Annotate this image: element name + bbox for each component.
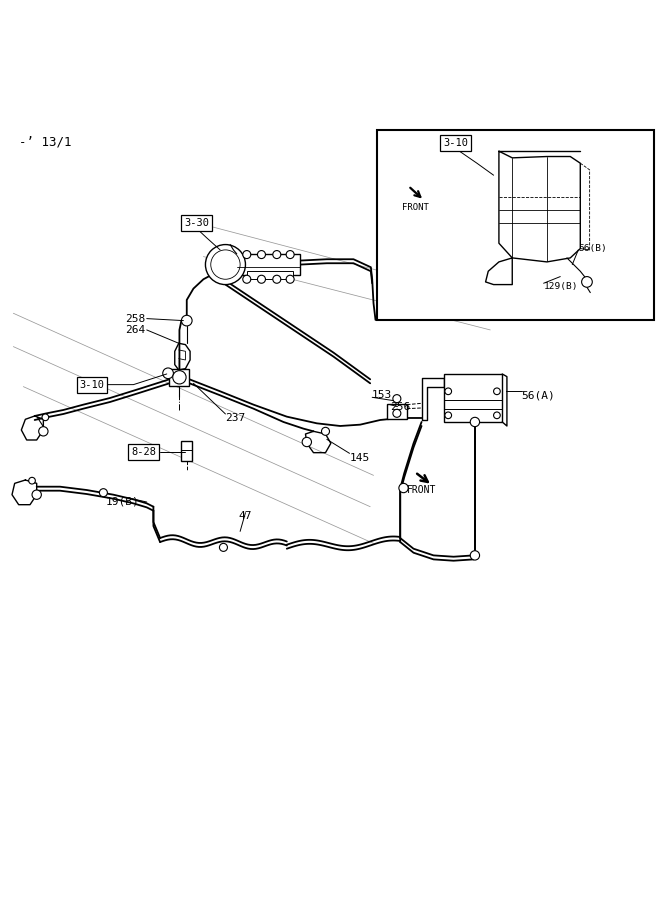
Circle shape — [582, 276, 592, 287]
Circle shape — [42, 414, 49, 420]
Circle shape — [302, 437, 311, 446]
Text: 256: 256 — [390, 401, 410, 411]
Circle shape — [445, 412, 452, 418]
Text: 237: 237 — [225, 413, 245, 423]
Circle shape — [470, 551, 480, 560]
Bar — [377, 130, 654, 320]
Circle shape — [243, 250, 251, 258]
Text: 129(B): 129(B) — [544, 282, 578, 291]
Circle shape — [393, 394, 401, 402]
Circle shape — [321, 428, 329, 436]
Circle shape — [173, 371, 186, 384]
Circle shape — [445, 388, 452, 394]
Circle shape — [181, 315, 192, 326]
Circle shape — [399, 483, 408, 492]
Text: 3-10: 3-10 — [443, 139, 468, 148]
Circle shape — [205, 245, 245, 284]
Circle shape — [257, 250, 265, 258]
Circle shape — [286, 250, 294, 258]
Bar — [169, 369, 189, 386]
Text: 3-10: 3-10 — [79, 380, 105, 390]
Text: FRONT: FRONT — [402, 203, 428, 212]
Text: 153: 153 — [372, 391, 392, 401]
Text: 264: 264 — [125, 325, 145, 335]
Circle shape — [29, 477, 35, 484]
Circle shape — [286, 275, 294, 284]
Circle shape — [211, 250, 240, 279]
Circle shape — [219, 544, 227, 552]
Text: FRONT: FRONT — [407, 485, 436, 495]
Circle shape — [494, 412, 500, 418]
Circle shape — [273, 250, 281, 258]
Circle shape — [494, 388, 500, 394]
Bar — [444, 374, 502, 422]
Bar — [237, 254, 300, 275]
Circle shape — [39, 427, 48, 436]
Text: -’ 13/1: -’ 13/1 — [19, 135, 71, 148]
Bar — [247, 271, 293, 279]
Text: 47: 47 — [239, 511, 252, 521]
Bar — [181, 441, 192, 461]
Text: 258: 258 — [125, 313, 145, 324]
Circle shape — [163, 368, 173, 379]
Circle shape — [99, 489, 107, 497]
Circle shape — [257, 275, 265, 284]
Text: 56(A): 56(A) — [522, 391, 556, 401]
Circle shape — [32, 490, 41, 500]
Bar — [387, 404, 407, 419]
Circle shape — [243, 275, 251, 284]
Circle shape — [273, 275, 281, 284]
Text: 56(B): 56(B) — [578, 244, 607, 253]
Circle shape — [393, 410, 401, 418]
Circle shape — [470, 418, 480, 427]
Text: 3-30: 3-30 — [184, 218, 209, 229]
Text: 8-28: 8-28 — [131, 447, 156, 457]
Text: 19(B): 19(B) — [105, 497, 139, 507]
Text: 145: 145 — [350, 453, 370, 463]
